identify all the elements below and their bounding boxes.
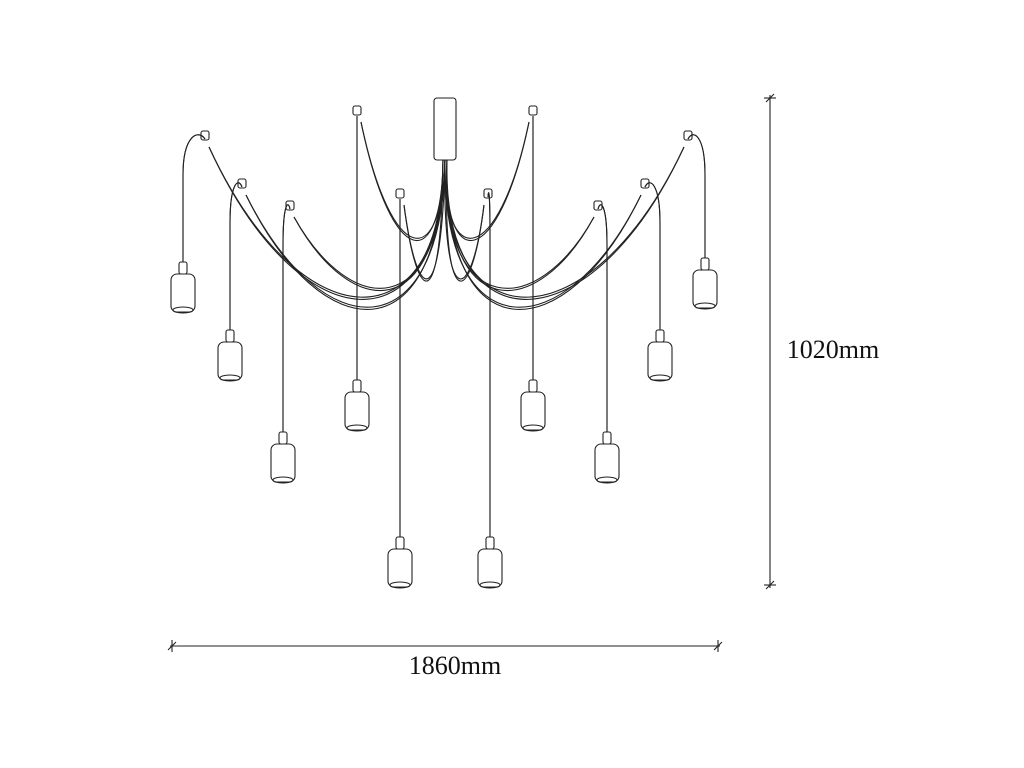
cable xyxy=(245,159,446,308)
height-label: 1020mm xyxy=(787,335,879,364)
dimension-tick xyxy=(167,641,177,651)
drop-cable xyxy=(229,182,243,330)
drop-cable xyxy=(597,204,608,432)
height-dimension: 1020mm xyxy=(764,93,879,590)
hook xyxy=(352,105,362,116)
drop-cable xyxy=(282,204,291,432)
hook xyxy=(528,105,538,116)
cable xyxy=(444,159,595,289)
width-label: 1860mm xyxy=(409,651,501,680)
chandelier xyxy=(170,97,718,589)
hook xyxy=(483,188,493,199)
hook xyxy=(640,178,650,189)
drop-cable xyxy=(687,134,706,258)
cable xyxy=(444,159,485,280)
width-dimension: 1860mm xyxy=(167,640,723,680)
canopy xyxy=(433,97,457,161)
dimension-tick xyxy=(765,93,775,103)
cable xyxy=(403,159,446,280)
hook xyxy=(395,188,405,199)
dimension-tick xyxy=(765,580,775,590)
drop-cable xyxy=(644,182,661,330)
hook xyxy=(237,178,247,189)
dimension-tick xyxy=(713,641,723,651)
cable xyxy=(208,146,446,298)
drop-cable xyxy=(487,192,491,537)
hook xyxy=(285,200,295,211)
drop-cable xyxy=(182,134,206,262)
